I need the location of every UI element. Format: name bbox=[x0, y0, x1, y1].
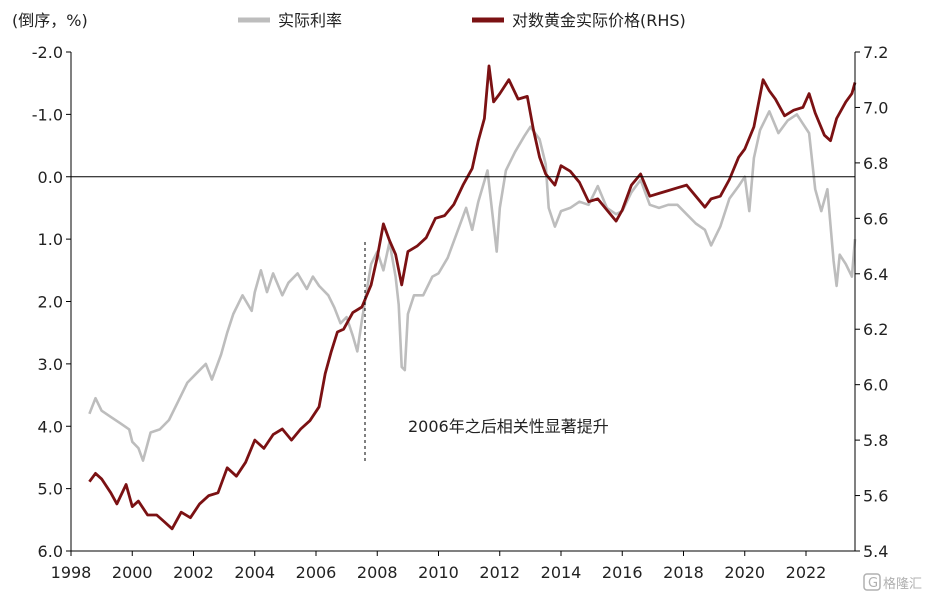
right-tick-label: 6.2 bbox=[863, 320, 888, 339]
x-tick-label: 2016 bbox=[602, 563, 643, 582]
right-tick-label: 5.6 bbox=[863, 487, 888, 506]
right-tick-label: 6.6 bbox=[863, 209, 888, 228]
x-tick-label: 2004 bbox=[234, 563, 275, 582]
right-tick-label: 6.4 bbox=[863, 265, 888, 284]
legend-label-gold: 对数黄金实际价格(RHS) bbox=[512, 11, 686, 30]
series-gold-price bbox=[88, 64, 857, 531]
right-tick-label: 7.0 bbox=[863, 98, 888, 117]
right-tick-label: 5.4 bbox=[863, 542, 888, 561]
left-tick-label: 3.0 bbox=[38, 355, 63, 374]
x-tick-label: 2018 bbox=[663, 563, 704, 582]
left-tick-label: -2.0 bbox=[32, 43, 63, 62]
x-tick-label: 2006 bbox=[296, 563, 337, 582]
x-tick-label: 2012 bbox=[479, 563, 520, 582]
real-rate-line bbox=[88, 110, 857, 462]
x-tick-label: 2020 bbox=[724, 563, 765, 582]
right-tick-label: 6.0 bbox=[863, 376, 888, 395]
left-tick-label: 5.0 bbox=[38, 480, 63, 499]
series-real-rate bbox=[88, 110, 857, 462]
x-tick-label: 1998 bbox=[51, 563, 92, 582]
x-tick-label: 2010 bbox=[418, 563, 459, 582]
right-tick-label: 5.8 bbox=[863, 431, 888, 450]
left-tick-label: 0.0 bbox=[38, 168, 63, 187]
x-tick-label: 2000 bbox=[112, 563, 153, 582]
right-tick-label: 7.2 bbox=[863, 43, 888, 62]
gold-price-line bbox=[88, 64, 857, 531]
left-tick-label: 4.0 bbox=[38, 417, 63, 436]
left-tick-label: 6.0 bbox=[38, 542, 63, 561]
annotation-text: 2006年之后相关性显著提升 bbox=[408, 417, 609, 436]
left-tick-label: 2.0 bbox=[38, 293, 63, 312]
left-axis-label: (倒序，%) bbox=[12, 11, 88, 30]
left-tick-label: 1.0 bbox=[38, 230, 63, 249]
watermark: G 格隆汇 bbox=[863, 573, 922, 592]
watermark-logo-glyph: G bbox=[868, 576, 878, 591]
legend-label-real-rate: 实际利率 bbox=[278, 11, 342, 30]
x-tick-label: 2022 bbox=[786, 563, 827, 582]
right-tick-label: 6.8 bbox=[863, 154, 888, 173]
watermark-logo-icon bbox=[863, 573, 881, 591]
watermark-text: 格隆汇 bbox=[883, 576, 922, 592]
left-axis-ticks: -2.0 -1.0 0.0 1.0 2.0 3.0 4.0 5.0 6.0 bbox=[32, 43, 71, 561]
right-axis-ticks: 7.2 7.0 6.8 6.6 6.4 6.2 6.0 5.8 5.6 5.4 bbox=[855, 43, 888, 561]
left-tick-label: -1.0 bbox=[32, 105, 63, 124]
x-tick-label: 2008 bbox=[357, 563, 398, 582]
x-tick-label: 2014 bbox=[541, 563, 582, 582]
x-axis-ticks: 1998 2000 2002 2004 2006 2008 2010 2012 2014 2016… bbox=[51, 551, 827, 582]
x-tick-label: 2002 bbox=[173, 563, 214, 582]
